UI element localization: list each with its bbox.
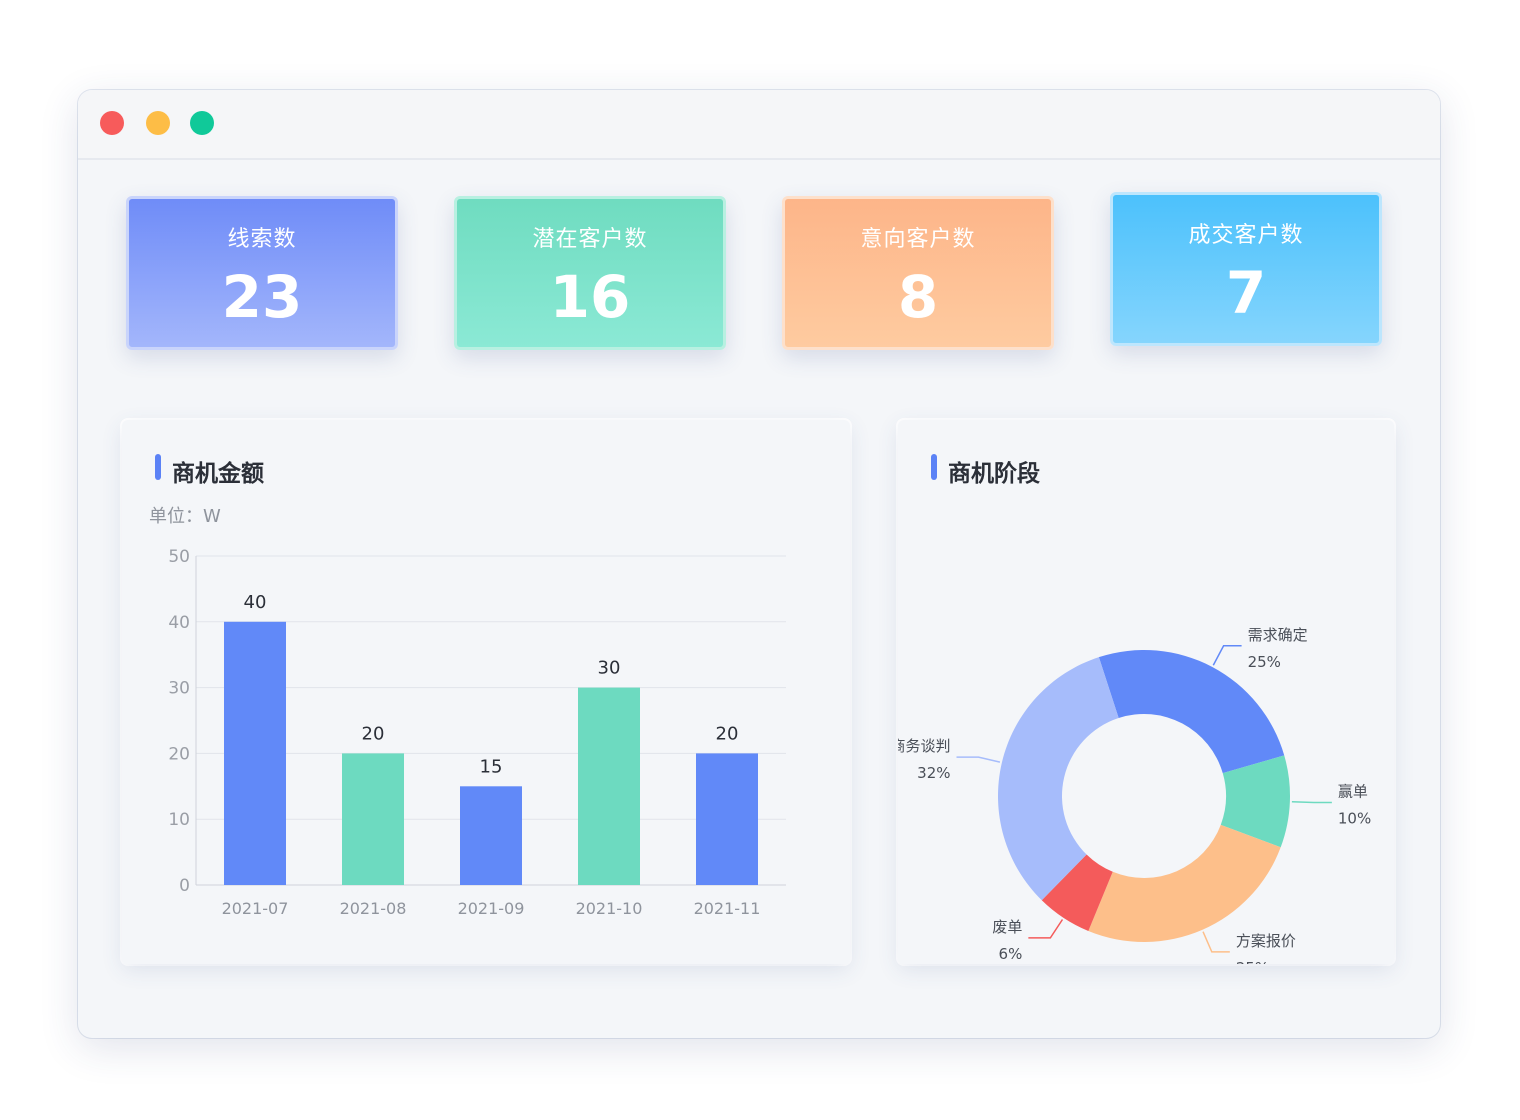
y-tick-label: 20 xyxy=(168,744,190,764)
stat-card-leads[interactable]: 线索数 23 xyxy=(126,196,398,350)
maximize-window-button[interactable] xyxy=(190,111,214,135)
donut-slice[interactable] xyxy=(1041,854,1113,931)
stat-card-closed-customers[interactable]: 成交客户数 7 xyxy=(1110,192,1382,346)
bar[interactable] xyxy=(460,786,522,885)
stat-card-intended-customers[interactable]: 意向客户数 8 xyxy=(782,196,1054,350)
stat-value: 8 xyxy=(897,263,939,331)
donut-slice[interactable] xyxy=(1098,650,1285,774)
slice-percent-label: 6% xyxy=(999,945,1023,963)
y-tick-label: 0 xyxy=(179,876,190,896)
stat-value: 23 xyxy=(221,263,303,331)
panel-title: 商机金额 xyxy=(172,461,264,487)
x-tick-label: 2021-09 xyxy=(458,899,525,918)
x-tick-label: 2021-08 xyxy=(340,899,407,918)
slice-percent-label: 25% xyxy=(1236,959,1269,964)
app-window: 线索数 23 潜在客户数 16 意向客户数 8 成交客户数 7 商机金额 单位：… xyxy=(78,90,1440,1038)
y-tick-label: 10 xyxy=(168,810,190,830)
donut-slice[interactable] xyxy=(1088,824,1281,942)
stat-value: 16 xyxy=(549,263,631,331)
bar-value-label: 20 xyxy=(362,723,385,744)
opportunity-stage-panel: 商机阶段 需求确定 25% 赢单 10% 方案报价 25% 废单 6% 商务谈判 32% xyxy=(898,420,1394,964)
bar-value-label: 30 xyxy=(598,658,621,679)
leader-line xyxy=(1291,800,1332,804)
slice-percent-label: 10% xyxy=(1338,810,1371,828)
donut-chart: 需求确定 25% 赢单 10% 方案报价 25% 废单 6% 商务谈判 32% xyxy=(898,626,1371,964)
bar-value-label: 20 xyxy=(716,723,739,744)
bar[interactable] xyxy=(578,687,640,885)
leader-line xyxy=(956,756,1001,763)
y-tick-label: 30 xyxy=(168,679,190,699)
minimize-window-button[interactable] xyxy=(146,111,170,135)
stat-label: 成交客户数 xyxy=(1188,223,1304,248)
slice-name-label: 商务谈判 xyxy=(898,737,951,755)
x-tick-label: 2021-11 xyxy=(694,899,761,918)
stat-label: 潜在客户数 xyxy=(532,227,648,252)
y-tick-label: 40 xyxy=(168,613,190,633)
title-bar xyxy=(78,90,1440,160)
stat-label: 意向客户数 xyxy=(860,227,976,252)
slice-percent-label: 25% xyxy=(1248,653,1281,671)
title-accent-bar xyxy=(931,454,937,480)
leader-line xyxy=(1202,931,1230,953)
opportunity-amount-panel: 商机金额 单位：W 0 10 20 30 40 50 40 2021-07 20 2021-08 1… xyxy=(122,420,850,964)
stat-label: 线索数 xyxy=(227,227,297,252)
x-tick-label: 2021-10 xyxy=(576,899,643,918)
bar-value-label: 40 xyxy=(244,592,267,613)
unit-label: 单位：W xyxy=(149,506,221,527)
slice-percent-label: 32% xyxy=(917,764,950,782)
close-window-button[interactable] xyxy=(100,111,124,135)
slice-name-label: 方案报价 xyxy=(1236,932,1296,950)
leader-line xyxy=(1028,919,1064,939)
donut-slice[interactable] xyxy=(1220,755,1290,848)
bar[interactable] xyxy=(696,753,758,885)
slice-name-label: 需求确定 xyxy=(1248,626,1308,644)
bar[interactable] xyxy=(224,621,286,885)
slice-name-label: 赢单 xyxy=(1338,783,1368,801)
y-tick-label: 50 xyxy=(168,547,190,567)
bar-chart: 0 10 20 30 40 50 40 2021-07 20 2021-08 15 2021-09 30… xyxy=(168,547,786,918)
bar-value-label: 15 xyxy=(480,756,503,777)
slice-name-label: 废单 xyxy=(992,918,1022,936)
leader-line xyxy=(1212,645,1242,666)
panel-title: 商机阶段 xyxy=(948,461,1040,487)
stat-card-potential-customers[interactable]: 潜在客户数 16 xyxy=(454,196,726,350)
title-accent-bar xyxy=(155,454,161,480)
x-tick-label: 2021-07 xyxy=(222,899,289,918)
stat-value: 7 xyxy=(1225,259,1267,327)
bar[interactable] xyxy=(342,753,404,885)
donut-slice[interactable] xyxy=(998,657,1119,901)
